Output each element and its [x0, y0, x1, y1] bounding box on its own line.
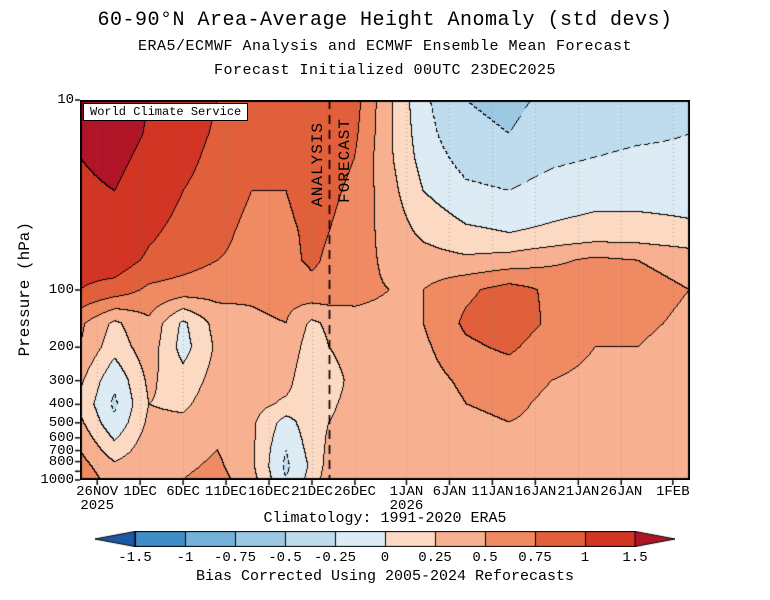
colorbar [95, 531, 675, 547]
x-tick-label: 21JAN [557, 484, 600, 500]
x-tick-label: 11DEC [205, 484, 248, 500]
x-tick-label: 26JAN [600, 484, 643, 500]
watermark-box: World Climate Service [83, 103, 249, 121]
x-tick-label: 6DEC [166, 484, 200, 500]
chart-init-line: Forecast Initialized 00UTC 23DEC2025 [213, 62, 557, 79]
bias-note: Bias Corrected Using 2005-2024 Reforecas… [195, 568, 575, 585]
colorbar-tick-label: -0.25 [313, 550, 356, 566]
y-tick-label: 400 [48, 396, 74, 413]
contour-plot-canvas [80, 100, 690, 480]
x-tick-label: 16JAN [514, 484, 557, 500]
colorbar-tick-label: -0.5 [268, 550, 302, 566]
x-tick-label: 6JAN [432, 484, 467, 500]
chart-title: 60-90°N Area-Average Height Anomaly (std… [97, 9, 673, 32]
x-tick-label: 21DEC [290, 484, 333, 500]
colorbar-tick-label: 1.5 [622, 550, 648, 566]
y-tick-label: 800 [48, 453, 74, 470]
analysis-label: ANALYSIS [309, 122, 327, 207]
x-tick-label: 26NOV [76, 484, 119, 500]
colorbar-tick-label: 0.25 [418, 550, 452, 566]
x-tick-label: 26DEC [333, 484, 376, 500]
colorbar-tick-label: 0 [380, 550, 390, 566]
y-tick-label: 100 [48, 282, 74, 298]
x-tick-sublabel: 2025 [80, 498, 114, 514]
x-tick-label: 16DEC [247, 484, 290, 500]
y-tick-label: 500 [48, 414, 74, 431]
colorbar-tick-label: -1.5 [118, 550, 152, 566]
colorbar-tick-label: -0.75 [213, 550, 256, 566]
x-tick-label: 1DEC [123, 484, 157, 500]
x-tick-label: 1FEB [656, 484, 690, 500]
x-tick-label: 1JAN [389, 484, 424, 500]
y-tick-label: 700 [48, 442, 74, 459]
climatology-note: Climatology: 1991-2020 ERA5 [263, 510, 507, 527]
y-tick-label: 600 [48, 429, 74, 446]
colorbar-tick-label: 1 [580, 550, 590, 566]
x-tick-sublabel: 2026 [389, 498, 424, 514]
y-tick-label: 200 [48, 339, 74, 356]
y-tick-label: 1000 [40, 472, 74, 488]
y-tick-label: 10 [57, 92, 74, 108]
colorbar-tick-label: 0.5 [472, 550, 498, 566]
y-tick-label: 300 [48, 372, 74, 389]
colorbar-tick-label: -1 [176, 550, 194, 566]
chart-subtitle: ERA5/ECMWF Analysis and ECMWF Ensemble M… [137, 38, 633, 55]
x-tick-label: 11JAN [471, 484, 514, 500]
colorbar-tick-label: 0.75 [518, 550, 552, 566]
forecast-label: FORECAST [336, 118, 354, 203]
